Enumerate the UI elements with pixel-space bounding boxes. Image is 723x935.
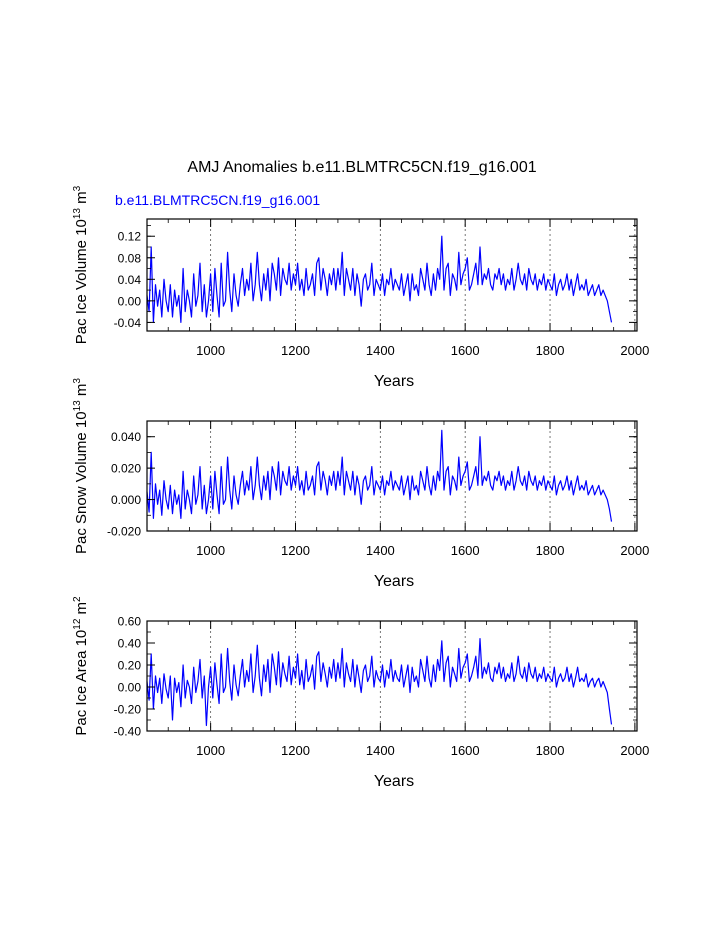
y-axis-title: Pac Snow Volume 1013 m3 <box>72 378 90 554</box>
x-tick-label: 1400 <box>366 543 395 558</box>
y-tick-label: -0.04 <box>114 316 142 330</box>
plot-frame <box>146 420 638 532</box>
y-tick-label: 0.08 <box>118 251 142 265</box>
y-axis-title-exponent: 13 <box>72 208 83 220</box>
x-axis-title: Years <box>374 573 414 590</box>
x-axis-title: Years <box>374 373 414 390</box>
x-tick-label: 2000 <box>620 343 649 358</box>
x-tick-label: 1800 <box>536 743 565 758</box>
y-axis-title-unit: m <box>73 384 90 401</box>
y-tick-label: -0.020 <box>107 525 141 539</box>
series-line <box>146 429 613 522</box>
plot-frame <box>146 218 638 332</box>
y-axis-title-exponent: 13 <box>72 400 83 412</box>
x-tick-label: 1600 <box>451 343 480 358</box>
x-tick-label: 1600 <box>451 543 480 558</box>
x-tick-label: 1400 <box>366 343 395 358</box>
y-axis-title-unit-exponent: 3 <box>72 185 83 191</box>
y-axis-title-unit-exponent: 2 <box>72 596 83 602</box>
y-tick-label: -0.40 <box>114 725 142 739</box>
case-label: b.e11.BLMTRC5CN.f19_g16.001 <box>115 192 320 208</box>
x-tick-label: 1400 <box>366 743 395 758</box>
y-axis-title-unit-exponent: 3 <box>72 378 83 384</box>
y-tick-label: 0.40 <box>118 637 142 651</box>
y-axis-title-main: Pac Snow Volume 10 <box>73 411 90 554</box>
y-tick-label: 0.000 <box>111 493 141 507</box>
y-tick-label: 0.040 <box>111 430 141 444</box>
series-line <box>146 637 613 727</box>
y-axis-title-main: Pac Ice Area 10 <box>73 630 90 736</box>
chart-panel-pac-ice-volume: 1000 1200 1400 1600 1800 2000 -0.04 0.00 0.04 0.0… <box>72 185 649 390</box>
x-tick-label: 1800 <box>536 543 565 558</box>
y-axis-title: Pac Ice Volume 1013 m3 <box>72 185 90 344</box>
y-axis-title-main: Pac Ice Volume 10 <box>73 219 90 344</box>
series-line <box>146 235 613 323</box>
y-tick-label: 0.20 <box>118 659 142 673</box>
chart-panel-pac-snow-volume: 1000 1200 1400 1600 1800 2000 -0.020 0.000 0.020… <box>72 378 649 590</box>
y-axis-title-unit: m <box>73 602 90 619</box>
x-tick-label: 2000 <box>620 543 649 558</box>
y-tick-label: 0.04 <box>118 273 142 287</box>
x-tick-label: 1000 <box>196 743 225 758</box>
y-axis-title: Pac Ice Area 1012 m2 <box>72 596 90 736</box>
y-axis-title-unit: m <box>73 191 90 208</box>
y-tick-label: -0.20 <box>114 703 142 717</box>
x-tick-label: 1600 <box>451 743 480 758</box>
x-tick-label: 1800 <box>536 343 565 358</box>
x-axis-title: Years <box>374 773 414 790</box>
y-axis-title-exponent: 12 <box>72 618 83 630</box>
chart-panels: 1000 1200 1400 1600 1800 2000 -0.04 0.00 0.04 0.0… <box>72 185 649 790</box>
x-tick-label: 1200 <box>281 543 310 558</box>
y-tick-label: 0.00 <box>118 681 142 695</box>
x-tick-label: 2000 <box>620 743 649 758</box>
y-tick-label: 0.020 <box>111 462 141 476</box>
figure-title: AMJ Anomalies b.e11.BLMTRC5CN.f19_g16.00… <box>187 159 536 176</box>
chart-panel-pac-ice-area: 1000 1200 1400 1600 1800 2000 -0.40 -0.20 0.00 0.… <box>72 596 649 790</box>
x-tick-label: 1000 <box>196 543 225 558</box>
y-tick-label: 0.60 <box>118 615 142 629</box>
x-tick-label: 1200 <box>281 743 310 758</box>
y-tick-label: 0.12 <box>118 230 142 244</box>
x-tick-label: 1000 <box>196 343 225 358</box>
y-tick-label: 0.00 <box>118 294 142 308</box>
x-tick-label: 1200 <box>281 343 310 358</box>
